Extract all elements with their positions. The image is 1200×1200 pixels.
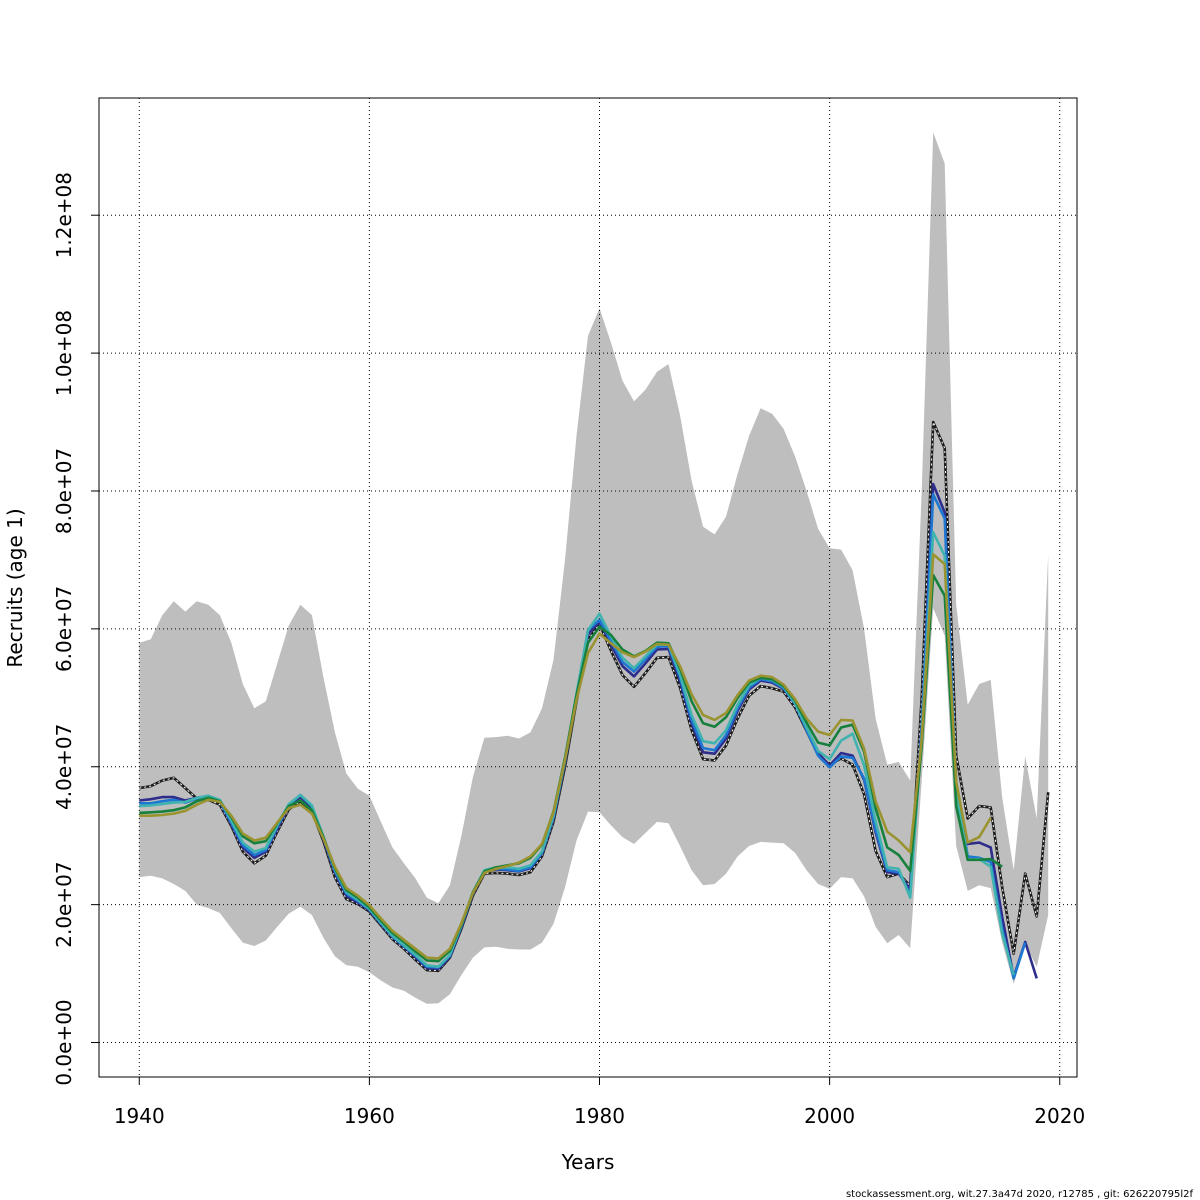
y-tick-label-2: 4.0e+07	[52, 724, 76, 810]
y-tick-label-6: 1.2e+08	[52, 172, 76, 258]
y-tick-label-5: 1.0e+08	[52, 310, 76, 396]
confidence-band-layer	[139, 132, 1049, 1004]
x-tick-label-3: 2000	[804, 1104, 855, 1128]
axis-layer: 1940 1960 1980 2000 2020 0.0e+00 2.0e+07 4.0e+0…	[52, 172, 1085, 1128]
y-tick-label-3: 6.0e+07	[52, 586, 76, 672]
y-tick-label-1: 2.0e+07	[52, 861, 76, 947]
y-tick-label-4: 8.0e+07	[52, 448, 76, 534]
series-line-5	[139, 553, 992, 960]
y-tick-label-0: 0.0e+00	[52, 999, 76, 1085]
x-tick-label-0: 1940	[114, 1104, 165, 1128]
footer-text: stockassessment.org, wit.27.3a47d 2020, …	[846, 1189, 1194, 1200]
x-tick-label-4: 2020	[1034, 1104, 1085, 1128]
x-axis-title: Years	[561, 1150, 615, 1174]
plot-frame	[98, 97, 1078, 1078]
confidence-band	[139, 132, 1049, 1004]
x-tick-label-1: 1960	[344, 1104, 395, 1128]
series-layer	[139, 420, 1050, 980]
x-tick-label-2: 1980	[574, 1104, 625, 1128]
y-axis-title: Recruits (age 1)	[3, 508, 27, 667]
